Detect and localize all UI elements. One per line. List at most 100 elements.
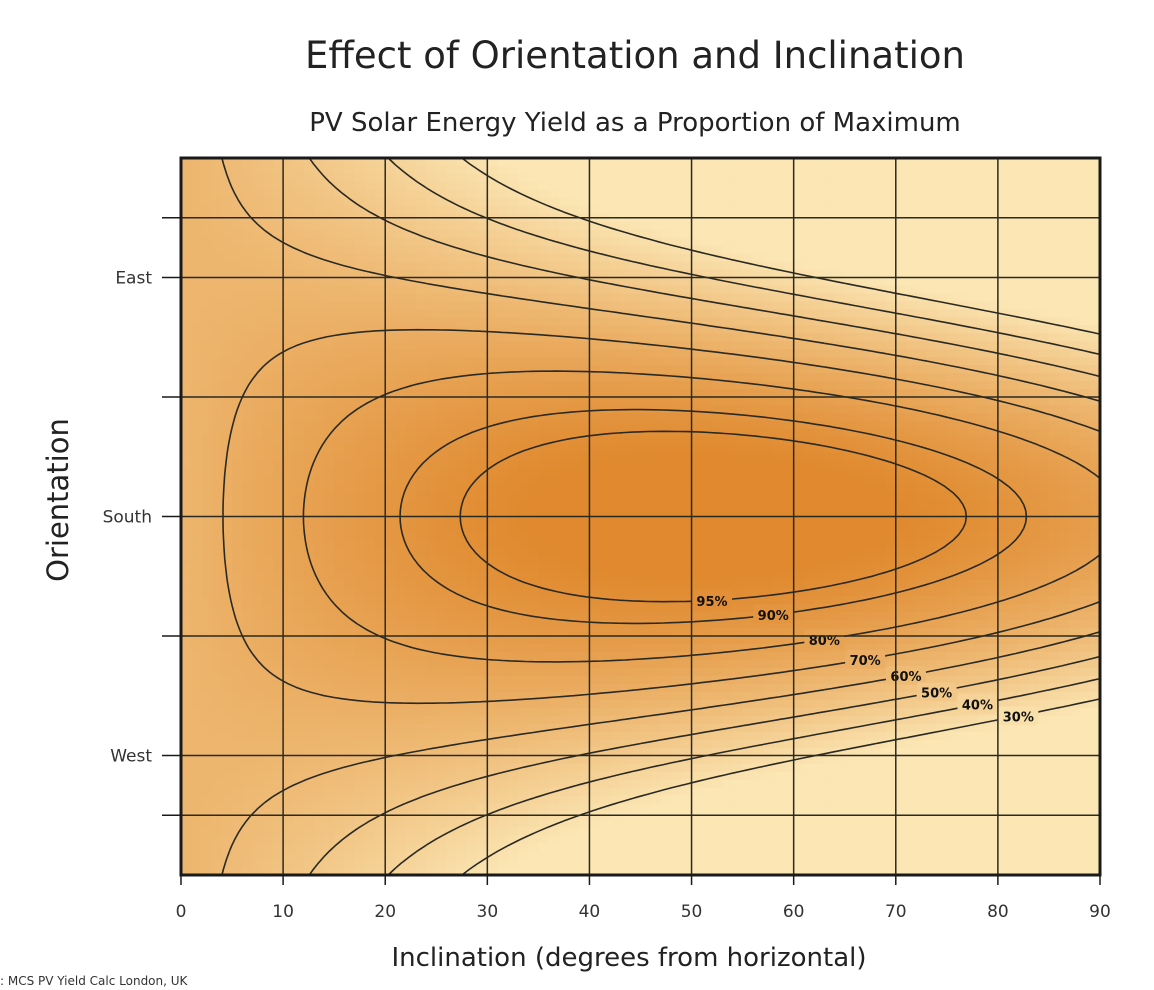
heatmap-cell (497, 484, 509, 494)
heatmap-cell (528, 604, 539, 613)
heatmap-cell (691, 675, 703, 685)
heatmap-cell (426, 612, 437, 621)
heatmap-cell (701, 795, 713, 804)
heatmap-cell (609, 476, 621, 486)
heatmap-cell (252, 325, 264, 334)
heatmap-cell (252, 739, 264, 749)
heatmap-cell (589, 548, 601, 557)
heatmap-cell (650, 412, 662, 422)
heatmap-cell (487, 763, 499, 773)
heatmap-cell (191, 484, 203, 494)
heatmap-cell (681, 596, 693, 605)
heatmap-cell (589, 293, 601, 302)
heatmap-cell (385, 381, 397, 390)
heatmap-cell (630, 269, 642, 279)
heatmap-cell (323, 221, 335, 231)
heatmap-cell (293, 564, 305, 573)
heatmap-cell (620, 389, 631, 398)
heatmap-cell (681, 253, 693, 263)
heatmap-cell (548, 412, 560, 422)
heatmap-cell (456, 412, 468, 422)
heatmap-cell (477, 333, 488, 342)
heatmap-cell (589, 580, 601, 589)
heatmap-cell (405, 373, 417, 382)
heatmap-cell (395, 484, 407, 494)
heatmap-cell (354, 803, 366, 812)
heatmap-cell (426, 548, 437, 557)
heatmap-cell (211, 253, 223, 263)
heatmap-cell (660, 165, 672, 175)
heatmap-cell (742, 468, 754, 478)
heatmap-cell (671, 460, 682, 470)
heatmap-cell (722, 373, 733, 382)
heatmap-cell (640, 516, 652, 526)
heatmap-cell (640, 428, 652, 438)
heatmap-cell (517, 779, 529, 788)
heatmap-cell (252, 572, 264, 581)
heatmap-cell (569, 452, 580, 462)
heatmap-cell (701, 572, 713, 581)
heatmap-cell (405, 707, 417, 717)
heatmap-cell (313, 460, 325, 470)
heatmap-cell (191, 835, 203, 844)
heatmap-cell (283, 659, 294, 669)
heatmap-cell (334, 373, 345, 382)
heatmap-cell (354, 245, 366, 255)
heatmap-cell (487, 365, 499, 374)
heatmap-cell (242, 277, 254, 287)
heatmap-cell (650, 285, 662, 295)
heatmap-cell (589, 859, 601, 868)
heatmap-cell (528, 564, 539, 573)
heatmap-cell (477, 556, 488, 565)
heatmap-cell (609, 795, 621, 804)
heatmap-cell (558, 428, 570, 438)
heatmap-cell (201, 452, 213, 462)
heatmap-cell (579, 436, 591, 446)
heatmap-cell (466, 301, 478, 310)
heatmap-cell (252, 723, 264, 733)
heatmap-cell (640, 723, 652, 733)
heatmap-cell (507, 476, 519, 486)
heatmap-cell (528, 516, 539, 526)
heatmap-cell (334, 389, 345, 398)
heatmap-cell (538, 229, 550, 239)
heatmap-cell (579, 659, 591, 669)
heatmap-cell (456, 827, 468, 836)
heatmap-cell (548, 771, 560, 780)
heatmap-cell (191, 731, 203, 741)
heatmap-cell (507, 556, 519, 565)
heatmap-cell (344, 516, 356, 526)
heatmap-cell (344, 468, 356, 478)
heatmap-cell (711, 389, 723, 398)
heatmap-cell (630, 636, 642, 645)
heatmap-cell (385, 245, 397, 255)
heatmap-cell (344, 580, 356, 589)
heatmap-cell (507, 436, 519, 446)
heatmap-cell (640, 540, 652, 549)
heatmap-cell (436, 221, 448, 231)
heatmap-cell (405, 659, 417, 669)
heatmap-cell (283, 715, 294, 725)
heatmap-cell (487, 548, 499, 557)
heatmap-cell (579, 357, 591, 366)
heatmap-cell (242, 628, 254, 637)
heatmap-cell (272, 428, 284, 438)
heatmap-cell (640, 580, 652, 589)
heatmap-cell (609, 373, 621, 382)
heatmap-cell (599, 333, 611, 342)
heatmap-cell (691, 189, 703, 199)
heatmap-cell (232, 492, 243, 502)
heatmap-cell (252, 636, 264, 645)
heatmap-cell (232, 165, 243, 175)
heatmap-cell (446, 843, 458, 852)
heatmap-cell (405, 397, 417, 406)
heatmap-cell (446, 349, 458, 358)
heatmap-cell (313, 667, 325, 677)
heatmap-cell (191, 293, 203, 302)
heatmap-cell (487, 237, 499, 247)
heatmap-cell (528, 277, 539, 287)
heatmap-cell (691, 349, 703, 358)
heatmap-cell (313, 524, 325, 534)
heatmap-cell (466, 803, 478, 812)
heatmap-cell (620, 500, 631, 510)
